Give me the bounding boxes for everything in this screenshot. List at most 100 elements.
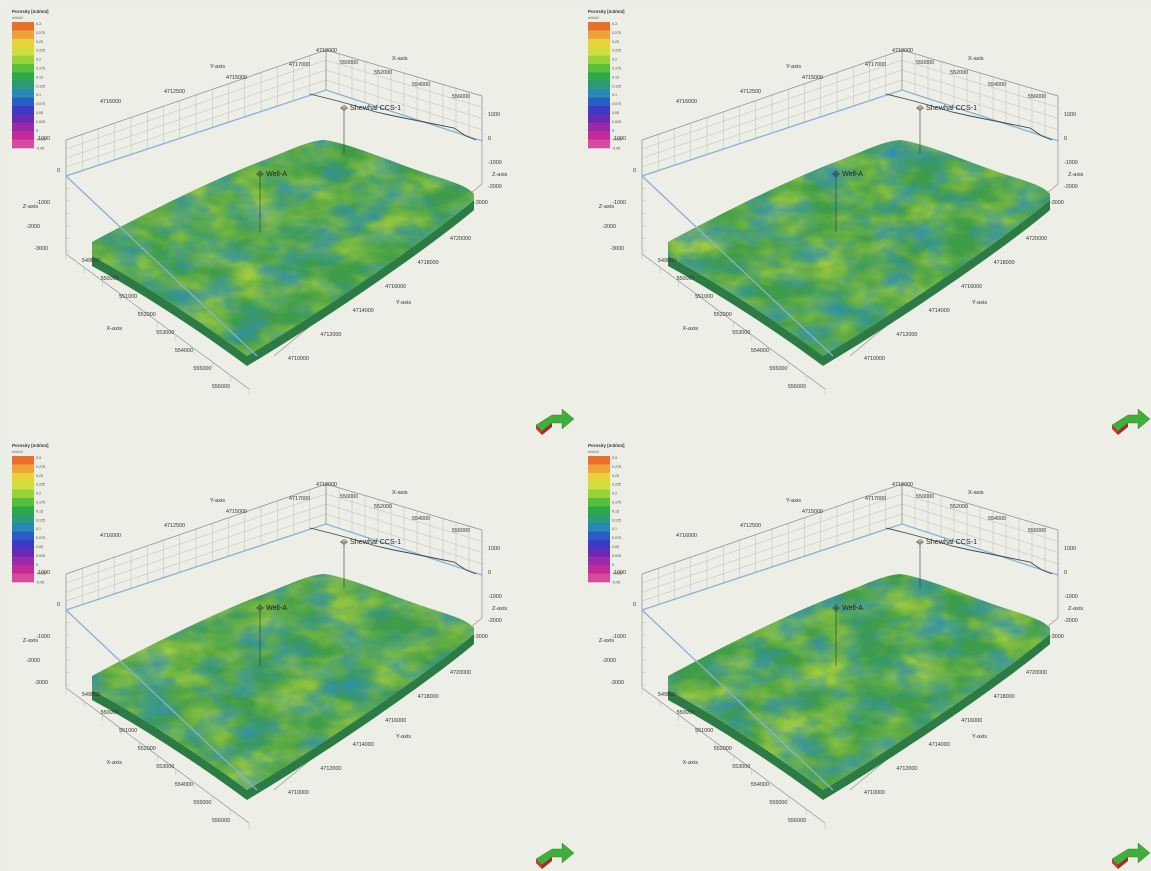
axis-tick-label: 554000 bbox=[175, 348, 193, 354]
legend-tick-label: 0.2 bbox=[612, 492, 617, 496]
axis-tick-label: 556000 bbox=[212, 818, 230, 824]
axis-tick-label: -2000 bbox=[602, 224, 616, 230]
axis-tick-label: 554000 bbox=[751, 782, 769, 788]
legend-swatch bbox=[12, 106, 34, 115]
axis-tick-label: 0 bbox=[57, 602, 60, 608]
axis-tick-label: -2000 bbox=[1064, 618, 1078, 624]
well-a-marker[interactable]: Well-A bbox=[256, 169, 287, 232]
legend-tick-label: 0.05 bbox=[612, 545, 619, 549]
legend-tick-label: 0.125 bbox=[36, 518, 45, 522]
legend-swatch bbox=[12, 489, 34, 499]
axis-title: Y-axis bbox=[210, 64, 225, 70]
well-a-marker[interactable]: Well-A bbox=[832, 603, 863, 666]
axis-tick-label: 551000 bbox=[695, 728, 713, 734]
legend-swatch bbox=[588, 89, 610, 98]
axis-tick-label: 4714000 bbox=[929, 308, 950, 314]
legend-swatch bbox=[588, 514, 610, 524]
axis-tick-label: -3000 bbox=[610, 680, 624, 686]
axis-tick-label: -3000 bbox=[610, 246, 624, 252]
axis-tick-label: 556000 bbox=[788, 818, 806, 824]
legend-tick-label: 0 bbox=[612, 563, 614, 567]
legend-tick-label: 0.05 bbox=[36, 545, 43, 549]
axis-tick-label: 4716000 bbox=[961, 718, 982, 724]
orientation-arrow-icon[interactable] bbox=[1111, 408, 1151, 435]
well-a-label: Well-A bbox=[266, 603, 287, 612]
axis-tick-label: 4710000 bbox=[864, 356, 885, 362]
legend-tick-label: 0.3 bbox=[612, 22, 617, 26]
well-a-label: Well-A bbox=[842, 603, 863, 612]
legend-swatch bbox=[588, 97, 610, 107]
axis-tick-label: 4716000 bbox=[385, 718, 406, 724]
axis-labels: 4716000 4712500 4715000 4717000 Y-axis 471800… bbox=[599, 48, 1084, 390]
legend-tick-label: -0.05 bbox=[612, 147, 620, 151]
model-panel-4[interactable]: Porosity [m3/m3] m3/m3 0.3 0.275 0.25 0.225… bbox=[580, 438, 1151, 871]
ccs-well-marker[interactable]: Shewhal CCS-1 bbox=[309, 527, 477, 588]
legend-tick-label: -0.025 bbox=[36, 138, 46, 142]
ccs-well-marker[interactable]: Shewhal CCS-1 bbox=[885, 93, 1053, 154]
legend-swatch bbox=[588, 38, 610, 48]
axis-tick-label: 4718000 bbox=[418, 260, 439, 266]
legend-swatch bbox=[588, 565, 610, 574]
axis-tick-label: 550000 bbox=[677, 276, 695, 282]
axis-title: Z-axis bbox=[599, 638, 614, 644]
legend-tick-label: 0.25 bbox=[36, 474, 43, 478]
axis-title: Y-axis bbox=[972, 300, 987, 306]
legend-swatch bbox=[588, 64, 610, 73]
legend-swatch bbox=[12, 97, 34, 107]
model-panel-1[interactable]: Porosity [m3/m3] m3/m3 0.3 0.275 0.25 0.225… bbox=[4, 4, 578, 437]
legend-swatch bbox=[588, 523, 610, 532]
axis-tick-label: 549000 bbox=[82, 258, 100, 264]
well-a-marker[interactable]: Well-A bbox=[256, 603, 287, 666]
axis-labels: 4716000 4712500 4715000 4717000 Y-axis 471800… bbox=[23, 48, 508, 390]
axis-tick-label: 4720000 bbox=[450, 670, 471, 676]
legend-swatch bbox=[12, 548, 34, 558]
axis-tick-label: 4718000 bbox=[994, 694, 1015, 700]
orientation-arrow-icon[interactable] bbox=[535, 408, 575, 435]
axis-tick-label: -2000 bbox=[602, 658, 616, 664]
axis-tick-label: 4720000 bbox=[1026, 236, 1047, 242]
legend-unit: m3/m3 bbox=[588, 16, 599, 20]
legend-swatch bbox=[12, 38, 34, 48]
axis-tick-label: 0 bbox=[488, 570, 491, 576]
ccs-well-marker[interactable]: Shewhal CCS-1 bbox=[885, 527, 1053, 588]
legend-tick-label: 0.075 bbox=[612, 102, 621, 106]
well-a-label: Well-A bbox=[842, 169, 863, 178]
axis-tick-label: 4712000 bbox=[896, 332, 917, 338]
axis-title: Z-axis bbox=[1068, 172, 1083, 178]
legend-swatch bbox=[588, 30, 610, 40]
axis-tick-label: 4712000 bbox=[896, 766, 917, 772]
legend-tick-label: 0.15 bbox=[612, 75, 619, 79]
legend-tick-label: 0.25 bbox=[36, 40, 43, 44]
axis-tick-label: 552000 bbox=[950, 70, 968, 76]
axis-tick-label: 4718000 bbox=[892, 482, 913, 488]
axis-tick-label: 1000 bbox=[614, 570, 626, 576]
axis-tick-label: 4717000 bbox=[289, 62, 310, 68]
porosity-legend: Porosity [m3/m3] m3/m3 0.3 0.275 0.25 0.225… bbox=[588, 9, 625, 151]
axis-tick-label: 1000 bbox=[488, 546, 500, 552]
axis-tick-label: 553000 bbox=[156, 330, 174, 336]
legend-tick-label: 0.025 bbox=[612, 120, 621, 124]
legend-tick-label: 0.175 bbox=[36, 501, 45, 505]
ccs-well-marker[interactable]: Shewhal CCS-1 bbox=[309, 93, 477, 154]
axis-tick-label: -3000 bbox=[34, 246, 48, 252]
well-a-marker[interactable]: Well-A bbox=[832, 169, 863, 232]
model-panel-3[interactable]: Porosity [m3/m3] m3/m3 0.3 0.275 0.25 0.225… bbox=[4, 438, 578, 871]
legend-swatch bbox=[588, 489, 610, 499]
axis-tick-label: -3000 bbox=[34, 680, 48, 686]
axis-tick-label: 4712000 bbox=[320, 766, 341, 772]
model-outline bbox=[641, 89, 1059, 357]
legend-tick-label: 0.175 bbox=[36, 67, 45, 71]
legend-swatch bbox=[588, 131, 610, 140]
axis-tick-label: 0 bbox=[633, 168, 636, 174]
orientation-arrow-icon[interactable] bbox=[535, 842, 575, 869]
axis-tick-label: 4720000 bbox=[450, 236, 471, 242]
model-panel-2[interactable]: Porosity [m3/m3] m3/m3 0.3 0.275 0.25 0.225… bbox=[580, 4, 1151, 437]
axis-tick-label: 555000 bbox=[769, 366, 787, 372]
legend-swatch bbox=[588, 556, 610, 566]
axis-tick-label: 553000 bbox=[732, 330, 750, 336]
legend-tick-label: 0.3 bbox=[612, 456, 617, 460]
axis-tick-label: -1000 bbox=[36, 200, 50, 206]
legend-swatch bbox=[12, 556, 34, 566]
axis-title: Z-axis bbox=[492, 172, 507, 178]
orientation-arrow-icon[interactable] bbox=[1111, 842, 1151, 869]
